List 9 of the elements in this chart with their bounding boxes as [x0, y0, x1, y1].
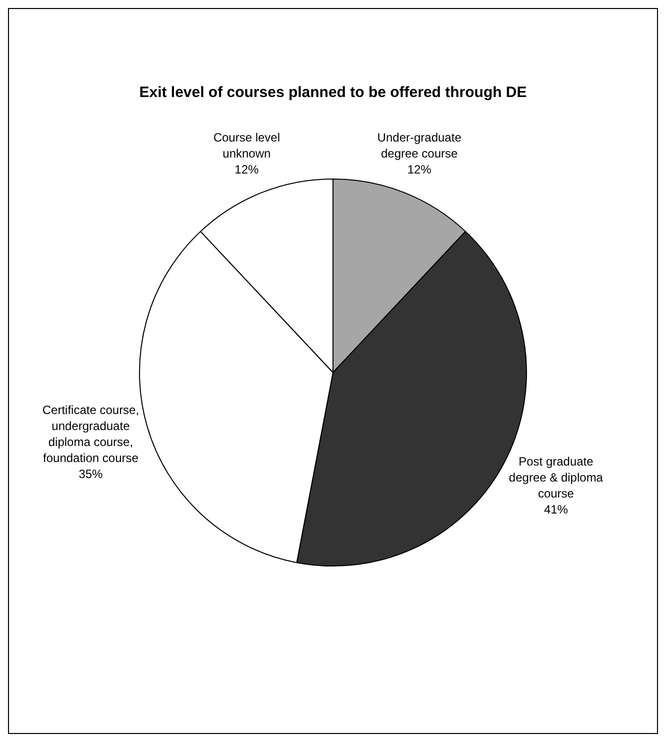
data-label: 12%: [407, 162, 432, 177]
data-label: 12%: [234, 162, 259, 177]
slice-label: Under-graduate degree course: [377, 130, 462, 161]
data-label: 41%: [544, 502, 568, 516]
slice-label: Post graduate degree & diploma course: [508, 454, 604, 500]
slice-label: Course level unknown: [213, 130, 280, 161]
chart-title: Exit level of courses planned to be offered through DE: [139, 84, 527, 102]
slice-label: Certificate course, undergraduate diploma course, foundation course: [42, 403, 140, 466]
data-label: 35%: [78, 467, 104, 482]
